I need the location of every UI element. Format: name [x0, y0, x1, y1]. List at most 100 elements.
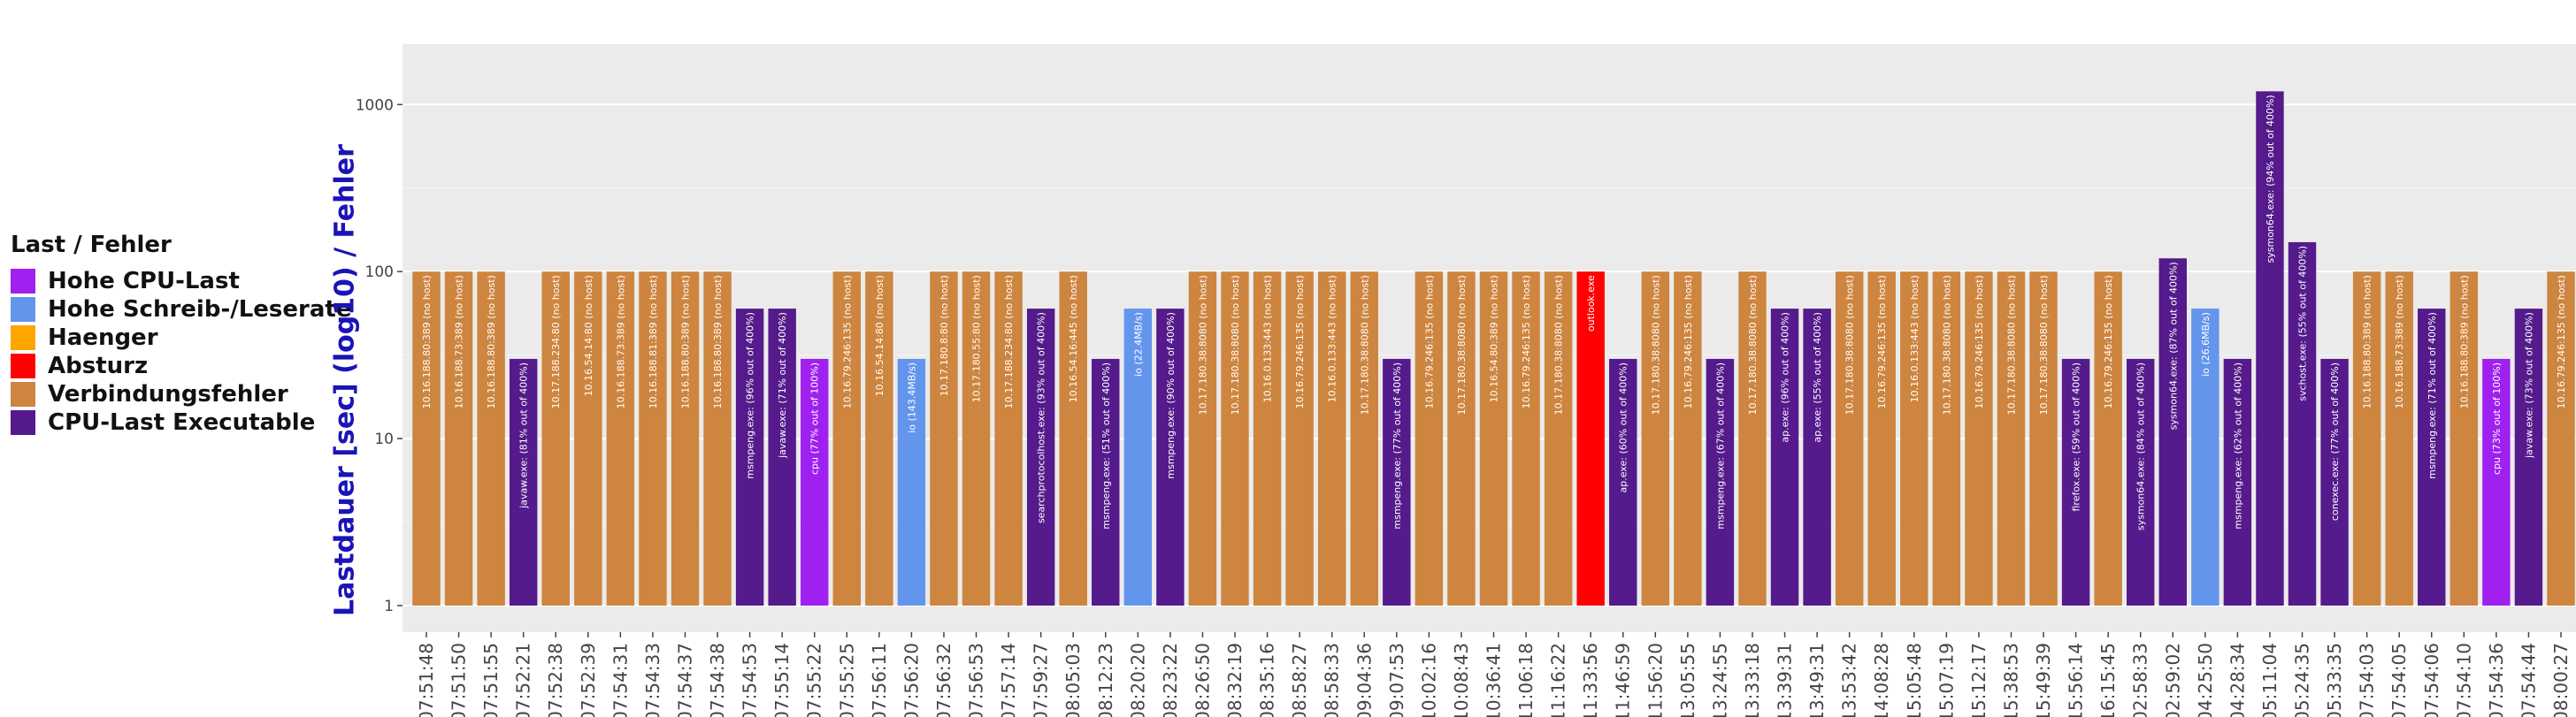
bar-label: io (22.4MB/s) — [1132, 312, 1144, 377]
bar — [801, 358, 829, 606]
x-tick-label: 3_07:55:22 — [804, 643, 825, 717]
x-axis: 3_07:51:48 3_07:51:50 3_07:51:55 3_07:52:21… — [416, 632, 2572, 717]
bar — [1544, 271, 1573, 606]
bar-label: 10.16.188.80:389 (no host) — [421, 275, 433, 408]
bar-label: 10.16.188.80:389 (no host) — [2362, 275, 2373, 408]
bar — [639, 271, 667, 606]
bar — [1738, 271, 1767, 606]
bar — [1350, 271, 1378, 606]
bar — [2158, 258, 2187, 606]
bar — [2547, 271, 2575, 606]
bar — [994, 271, 1023, 606]
bar-label: msmpeng.exe: (77% out of 400%) — [1392, 362, 1403, 530]
legend-label: Haenger — [48, 324, 158, 351]
x-tick-label: 3_11:06:18 — [1515, 643, 1537, 717]
x-tick-label: 3_15:12:17 — [1968, 643, 1990, 717]
bar-label: cpu (77% out of 100%) — [809, 362, 821, 475]
legend-item-haenger: Haenger — [11, 324, 351, 352]
bar-label: 10.17.180.38:8080 (no host) — [1230, 275, 1241, 415]
x-tick-label: 3_15:56:14 — [2066, 643, 2087, 717]
bar-label: javaw.exe: (73% out of 400%) — [2523, 312, 2534, 459]
bar-label: javaw.exe: (71% out of 400%) — [777, 312, 788, 459]
bar — [2418, 309, 2446, 606]
bar-label: 10.16.0.133:443 (no host) — [1262, 275, 1274, 402]
bar — [897, 358, 926, 606]
legend-swatch — [11, 269, 35, 294]
x-tick-label: 3_07:54:38 — [707, 643, 728, 717]
x-tick-label: 3_07:52:21 — [513, 643, 534, 717]
bar — [1317, 271, 1346, 606]
x-tick-label: 3_10:08:43 — [1451, 643, 1472, 717]
x-tick-label: 3_07:57:14 — [998, 643, 1019, 717]
x-tick-label: 3_07:52:39 — [578, 643, 599, 717]
x-tick-label: 3_07:59:27 — [1031, 643, 1052, 717]
bar — [1803, 309, 1831, 606]
bar — [1576, 271, 1605, 606]
bar — [962, 271, 991, 606]
bar-label: 10.17.180.38:8080 (no host) — [1197, 275, 1208, 415]
legend-item-cpu-last-executable: CPU-Last Executable — [11, 408, 351, 437]
legend-item-hohe-cpu-last: Hohe CPU-Last — [11, 267, 351, 295]
bar-label: 10.16.188.81:389 (no host) — [648, 275, 659, 408]
legend-item-hohe-schreib-leserate: Hohe Schreib-/Leserate — [11, 295, 351, 324]
bar-label: sysmon64.exe: (84% out of 400%) — [2135, 362, 2147, 530]
x-tick-label: 1_02:58:33 — [2130, 643, 2151, 717]
bars: 10.16.188.80:389 (no host) 10.16.188.73:3… — [412, 91, 2575, 606]
legend-swatch — [11, 410, 35, 435]
bar-label: sysmon64.exe: (87% out of 400%) — [2167, 262, 2179, 430]
bar-label: 10.16.54.14:80 (no host) — [874, 275, 886, 396]
bar — [2094, 271, 2122, 606]
bar-label: svchost.exe: (55% out of 400%) — [2297, 246, 2309, 401]
x-tick-label: 3_09:04:36 — [1353, 643, 1375, 717]
bar — [2514, 309, 2543, 606]
bar — [1414, 271, 1444, 606]
bar — [2288, 241, 2317, 606]
x-tick-label: 1_05:11:04 — [2259, 643, 2281, 717]
x-tick-label: 3_15:38:53 — [2000, 643, 2021, 717]
bar — [606, 271, 635, 606]
bar-label: ap.exe: (60% out of 400%) — [1618, 362, 1629, 493]
bar-label: 10.17.180.38:8080 (no host) — [1747, 275, 1759, 415]
bar — [1383, 358, 1411, 606]
bar-label: 10.17.180.38:8080 (no host) — [1941, 275, 1952, 415]
bar — [2450, 271, 2479, 606]
x-tick-label: 3_08:12:23 — [1095, 643, 1116, 717]
x-tick-label: 3_13:49:31 — [1806, 643, 1828, 717]
legend-swatch — [11, 297, 35, 322]
x-tick-label: 1_07:54:44 — [2518, 643, 2539, 717]
x-tick-label: 3_11:46:59 — [1613, 643, 1634, 717]
y-tick-label: 10 — [374, 431, 394, 448]
x-tick-label: 1_05:33:35 — [2324, 643, 2345, 717]
bar — [703, 271, 732, 606]
y-tick-label: 100 — [365, 263, 394, 281]
bar — [1706, 358, 1735, 606]
bar — [2191, 309, 2220, 606]
x-tick-label: 3_14:08:28 — [1871, 643, 1892, 717]
x-tick-label: 3_07:56:32 — [933, 643, 954, 717]
x-tick-label: 3_13:05:55 — [1677, 643, 1698, 717]
bar — [671, 271, 700, 606]
legend-item-absturz: Absturz — [11, 352, 351, 380]
bar — [1932, 271, 1961, 606]
bar-label: 10.16.79.246:135 (no host) — [1294, 275, 1306, 408]
y-tick-label: 1 — [384, 598, 394, 615]
x-tick-label: 3_07:56:11 — [869, 643, 890, 717]
bar — [1512, 271, 1540, 606]
bar-label: ap.exe: (96% out of 400%) — [1780, 312, 1791, 443]
bar — [1965, 271, 1993, 606]
bar-label: 10.17.180.38:8080 (no host) — [1650, 275, 1661, 415]
bar — [2385, 271, 2413, 606]
x-tick-label: 3_08:35:16 — [1257, 643, 1278, 717]
x-tick-label: 3_16:15:45 — [2097, 643, 2119, 717]
bar-label: 10.16.54.14:80 (no host) — [583, 275, 594, 396]
x-tick-label: 3_15:05:48 — [1904, 643, 1925, 717]
bar-label: 10.16.188.73:389 (no host) — [615, 275, 626, 408]
bar-label: 10.17.180.8:80 (no host) — [939, 275, 950, 396]
x-tick-label: 3_08:26:50 — [1192, 643, 1213, 717]
bar — [1674, 271, 1702, 606]
legend-swatch — [11, 382, 35, 407]
x-tick-label: 3_08:23:22 — [1160, 643, 1181, 717]
x-tick-label: 3_11:16:22 — [1548, 643, 1569, 717]
legend-label: Hohe CPU-Last — [48, 268, 240, 294]
